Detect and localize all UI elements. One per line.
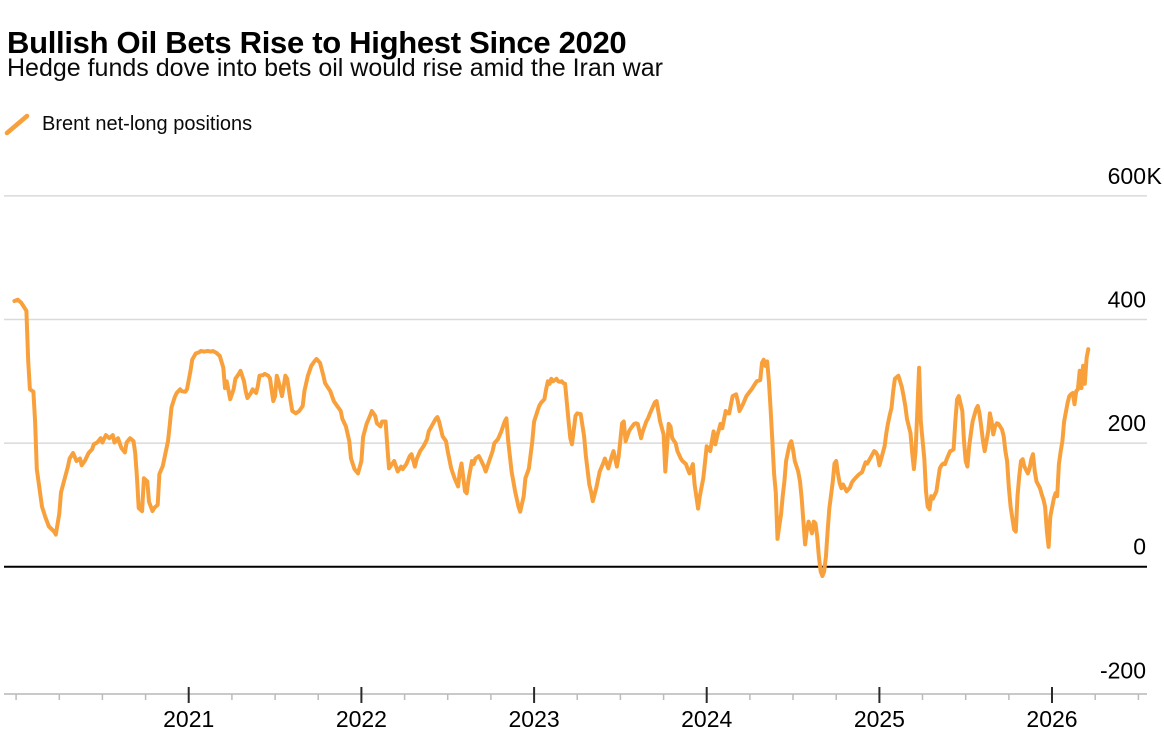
x-tick-label: 2025	[854, 706, 905, 732]
y-tick-label: 0	[1133, 534, 1146, 560]
y-tick-label: 400	[1108, 287, 1146, 313]
y-tick-unit: K	[1147, 163, 1163, 189]
series-line	[12, 297, 1091, 578]
x-tick-label: 2022	[336, 706, 387, 732]
legend: Brent net-long positions	[4, 112, 252, 137]
legend-label: Brent net-long positions	[42, 113, 253, 135]
chart-subtitle: Hedge funds dove into bets oil would ris…	[7, 54, 663, 82]
x-tick-label: 2024	[681, 706, 732, 732]
chart-title: Bullish Oil Bets Rise to Highest Since 2…	[7, 24, 627, 60]
y-tick-label: 600	[1108, 163, 1146, 189]
line-series-icon	[4, 113, 30, 136]
y-tick-label: -200	[1100, 657, 1146, 683]
x-tick-label: 2023	[509, 706, 560, 732]
x-tick-label: 2021	[163, 706, 214, 732]
y-tick-label: 200	[1108, 410, 1146, 436]
x-tick-label: 2026	[1026, 706, 1077, 732]
